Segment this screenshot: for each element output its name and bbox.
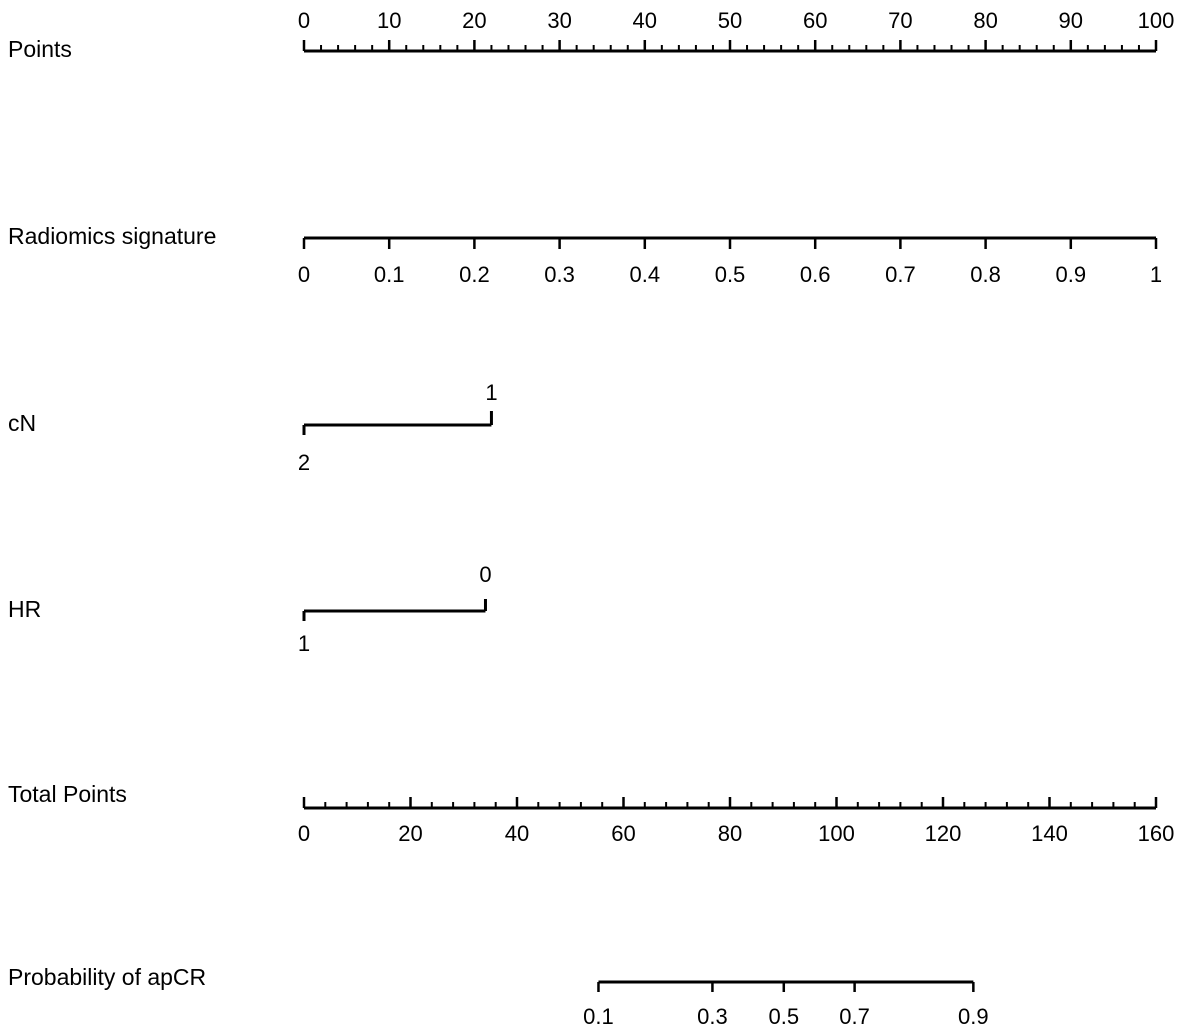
points-tick-label: 20	[462, 8, 486, 33]
points-tick-label: 70	[888, 8, 912, 33]
probability-tick-label: 0.1	[583, 1004, 614, 1027]
radiomics-tick-label: 0.1	[374, 262, 405, 287]
probability-tick-label: 0.7	[839, 1004, 870, 1027]
total-points-tick-label: 40	[505, 821, 529, 846]
total-points-tick-label: 0	[298, 821, 310, 846]
total-points-row-label: Total Points	[8, 781, 127, 807]
total-points-tick-label: 120	[925, 821, 962, 846]
total-points-tick-label: 20	[398, 821, 422, 846]
points-tick-label: 90	[1059, 8, 1083, 33]
cn-category-label: 1	[485, 380, 497, 405]
points-scale: 0 10 20 30 40 50 60 70 80 90 100	[298, 8, 1175, 53]
cn-row-label: cN	[8, 410, 36, 436]
total-points-tick-label: 140	[1031, 821, 1068, 846]
radiomics-row-label: Radiomics signature	[8, 223, 216, 249]
total-points-scale: 0 20 40 60 80 100 120 140 160	[298, 797, 1174, 846]
radiomics-tick-label: 0.7	[885, 262, 916, 287]
points-tick-label: 10	[377, 8, 401, 33]
total-points-tick-label: 60	[611, 821, 635, 846]
radiomics-tick-label: 0.5	[715, 262, 746, 287]
probability-tick-label: 0.9	[958, 1004, 989, 1027]
radiomics-tick-label: 0.4	[630, 262, 661, 287]
points-tick-label: 0	[298, 8, 310, 33]
radiomics-tick-label: 1	[1150, 262, 1162, 287]
points-row-label: Points	[8, 36, 72, 62]
total-points-tick-label: 160	[1138, 821, 1175, 846]
radiomics-tick-label: 0.6	[800, 262, 831, 287]
total-points-tick-label: 80	[718, 821, 742, 846]
radiomics-tick-label: 0.9	[1056, 262, 1087, 287]
radiomics-tick-label: 0	[298, 262, 310, 287]
points-tick-label: 40	[633, 8, 657, 33]
radiomics-tick-label: 0.8	[970, 262, 1001, 287]
probability-tick-label: 0.5	[768, 1004, 799, 1027]
probability-scale: 0.1 0.3 0.5 0.7 0.9	[583, 980, 989, 1027]
hr-category-label: 0	[479, 562, 491, 587]
cn-scale: 21	[298, 380, 498, 475]
hr-scale: 10	[298, 562, 492, 656]
total-points-tick-label: 100	[818, 821, 855, 846]
points-tick-label: 100	[1138, 8, 1175, 33]
points-tick-label: 80	[973, 8, 997, 33]
points-tick-label: 30	[547, 8, 571, 33]
radiomics-tick-label: 0.2	[459, 262, 490, 287]
probability-tick-label: 0.3	[697, 1004, 728, 1027]
radiomics-signature-scale: 0 0.1 0.2 0.3 0.4 0.5 0.6 0.7 0.8 0.9 1	[298, 236, 1162, 287]
cn-category-label: 2	[298, 450, 310, 475]
probability-row-label: Probability of apCR	[8, 964, 206, 990]
points-tick-label: 60	[803, 8, 827, 33]
hr-category-label: 1	[298, 631, 310, 656]
points-tick-label: 50	[718, 8, 742, 33]
radiomics-tick-label: 0.3	[544, 262, 575, 287]
hr-row-label: HR	[8, 596, 41, 622]
